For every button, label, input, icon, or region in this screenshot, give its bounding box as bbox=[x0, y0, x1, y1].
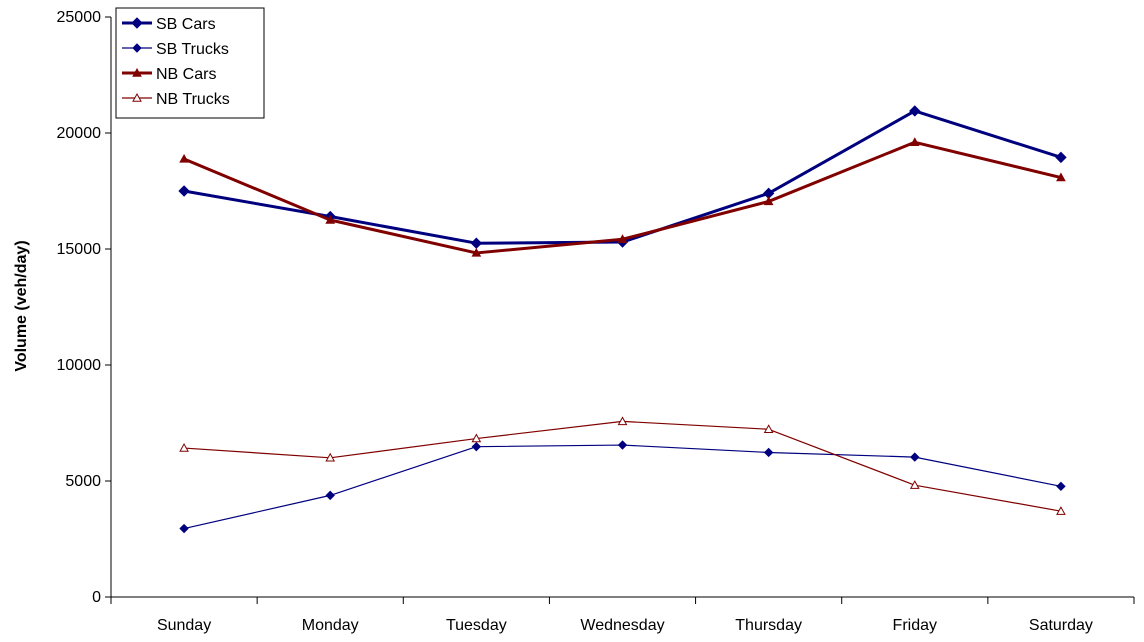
series-layer bbox=[178, 105, 1067, 534]
data-point bbox=[471, 441, 482, 452]
legend-swatch-marker bbox=[131, 17, 143, 29]
data-point bbox=[325, 452, 336, 462]
legend-swatch-marker bbox=[132, 67, 142, 77]
legend-item: SB Trucks bbox=[122, 41, 229, 58]
data-point bbox=[1056, 506, 1066, 515]
x-tick-label: Saturday bbox=[1029, 617, 1093, 634]
y-tick-label: 25000 bbox=[57, 9, 102, 26]
data-point bbox=[325, 214, 336, 224]
data-point bbox=[470, 237, 483, 249]
x-tick-label: Sunday bbox=[157, 617, 211, 634]
data-point bbox=[763, 424, 774, 433]
data-point bbox=[471, 433, 482, 443]
data-point bbox=[178, 185, 190, 197]
y-axis-ticks: 0 5000 10000 15000 20000 25000 bbox=[57, 9, 111, 606]
legend-item: SB Cars bbox=[122, 16, 216, 33]
series-line bbox=[183, 109, 1062, 245]
x-tick-label: Monday bbox=[302, 617, 359, 634]
plot-area: 0 5000 10000 15000 20000 25000 Sunday Monday Tu… bbox=[57, 9, 1135, 634]
y-tick-label: 10000 bbox=[57, 357, 102, 374]
data-point bbox=[179, 153, 189, 163]
data-point bbox=[617, 440, 628, 450]
y-tick-label: 15000 bbox=[57, 241, 102, 258]
data-point bbox=[909, 480, 920, 489]
data-point bbox=[179, 523, 189, 534]
legend-label: SB Cars bbox=[156, 16, 216, 33]
series-sb-trucks bbox=[179, 440, 1066, 534]
data-point bbox=[617, 234, 628, 243]
series-line bbox=[184, 420, 1062, 512]
x-tick-label: Friday bbox=[893, 617, 937, 634]
x-tick-label: Thursday bbox=[735, 617, 802, 634]
data-point bbox=[763, 447, 774, 458]
legend-item: NB Cars bbox=[122, 66, 216, 83]
y-tick-label: 0 bbox=[92, 589, 101, 606]
x-tick-label: Tuesday bbox=[446, 617, 507, 634]
data-point bbox=[471, 247, 482, 257]
data-point bbox=[909, 105, 921, 117]
y-tick-label: 5000 bbox=[65, 473, 101, 490]
data-point bbox=[1056, 481, 1066, 492]
series-nb-trucks bbox=[179, 416, 1066, 515]
y-axis-title: Volume (veh/day) bbox=[13, 240, 30, 371]
legend-item: NB Trucks bbox=[122, 91, 230, 108]
data-point bbox=[617, 416, 628, 426]
series-line bbox=[183, 444, 1062, 530]
data-point bbox=[763, 196, 774, 206]
legend-swatch-marker bbox=[132, 43, 142, 53]
legend: SB Cars SB Trucks NB Cars NB Trucks bbox=[115, 7, 265, 119]
legend-label: SB Trucks bbox=[156, 41, 229, 58]
data-point bbox=[1055, 151, 1067, 164]
y-tick-label: 20000 bbox=[57, 125, 102, 142]
series-nb-cars bbox=[179, 137, 1066, 257]
data-point bbox=[1056, 172, 1066, 182]
series-sb-cars bbox=[178, 105, 1067, 249]
data-point bbox=[179, 443, 189, 452]
data-point bbox=[910, 452, 920, 462]
x-axis-ticks: Sunday Monday Tuesday Wednesday Thursday Frid… bbox=[110, 597, 1135, 634]
data-point bbox=[325, 490, 335, 501]
data-point bbox=[909, 137, 920, 146]
legend-swatch-marker bbox=[132, 92, 142, 102]
legend-label: NB Cars bbox=[156, 66, 216, 83]
legend-label: NB Trucks bbox=[156, 91, 230, 108]
x-tick-label: Wednesday bbox=[580, 617, 664, 634]
